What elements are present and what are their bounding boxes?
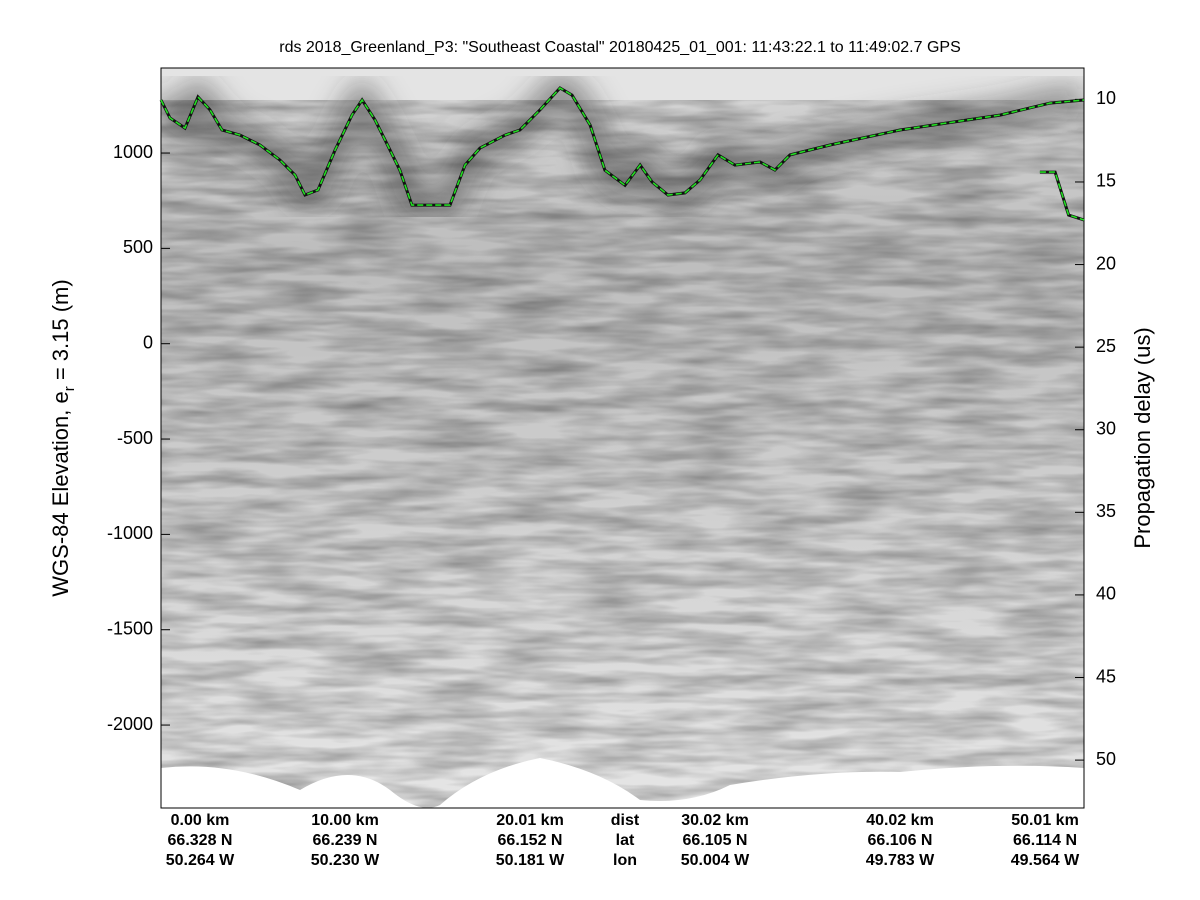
- x-label: 66.105 N: [683, 832, 748, 849]
- air-region: [161, 68, 1084, 100]
- x-label: 66.106 N: [868, 832, 933, 849]
- y2-tick-label: 25: [1096, 336, 1116, 356]
- y2-tick-label: 15: [1096, 171, 1116, 191]
- y-tick-label: 500: [123, 237, 153, 257]
- y-tick-label: -500: [117, 428, 153, 448]
- y-tick-label: 0: [143, 332, 153, 352]
- y-tick-label: -2000: [107, 714, 153, 734]
- y-axis-label: WGS-84 Elevation, er = 3.15 (m): [48, 279, 78, 596]
- y2-tick-label: 50: [1096, 749, 1116, 769]
- x-label: lat: [616, 832, 635, 849]
- y2-axis-label: Propagation delay (us): [1130, 327, 1155, 548]
- y2-tick-label: 35: [1096, 501, 1116, 521]
- x-label: 50.181 W: [496, 852, 565, 869]
- below-bed: [161, 758, 1084, 808]
- y2-tick-label: 45: [1096, 666, 1116, 686]
- x-label: 49.564 W: [1011, 852, 1080, 869]
- y2-tick-label: 40: [1096, 584, 1116, 604]
- x-label: 0.00 km: [171, 812, 230, 829]
- y2-tick-label: 10: [1096, 88, 1116, 108]
- y-axis-label-main: WGS-84 Elevation, e: [48, 391, 73, 596]
- x-label: 50.01 km: [1011, 812, 1079, 829]
- radargram: [161, 68, 1084, 808]
- x-label: 49.783 W: [866, 852, 935, 869]
- chart-title: rds 2018_Greenland_P3: "Southeast Coasta…: [279, 39, 961, 56]
- x-label: 30.02 km: [681, 812, 749, 829]
- x-label: 50.004 W: [681, 852, 750, 869]
- x-label: 66.239 N: [313, 832, 378, 849]
- series-line: [1039, 171, 1085, 221]
- x-label: lon: [613, 852, 637, 869]
- x-label: dist: [611, 812, 640, 829]
- y2-tick-label: 30: [1096, 418, 1116, 438]
- x-labels: 0.00 km 66.328 N 50.264 W 10.00 km 66.239 N 5…: [166, 812, 1080, 869]
- x-label: 50.230 W: [311, 852, 380, 869]
- y2-tick-label: 20: [1096, 253, 1116, 273]
- y-tick-label: -1500: [107, 618, 153, 638]
- x-label: 10.00 km: [311, 812, 379, 829]
- plot-frame: [160, 67, 1085, 809]
- y-tick-label: -1000: [107, 523, 153, 543]
- x-label: 40.02 km: [866, 812, 934, 829]
- y-tick-label: 1000: [113, 142, 153, 162]
- y-axis-label-subscript: r: [61, 386, 78, 391]
- x-label: 66.114 N: [1013, 832, 1077, 849]
- x-label: 66.328 N: [168, 832, 233, 849]
- x-label: 50.264 W: [166, 852, 235, 869]
- x-label: 66.152 N: [498, 832, 563, 849]
- series-line: [160, 86, 1085, 206]
- y-axis-label-end: = 3.15 (m): [48, 279, 73, 386]
- x-label: 20.01 km: [496, 812, 564, 829]
